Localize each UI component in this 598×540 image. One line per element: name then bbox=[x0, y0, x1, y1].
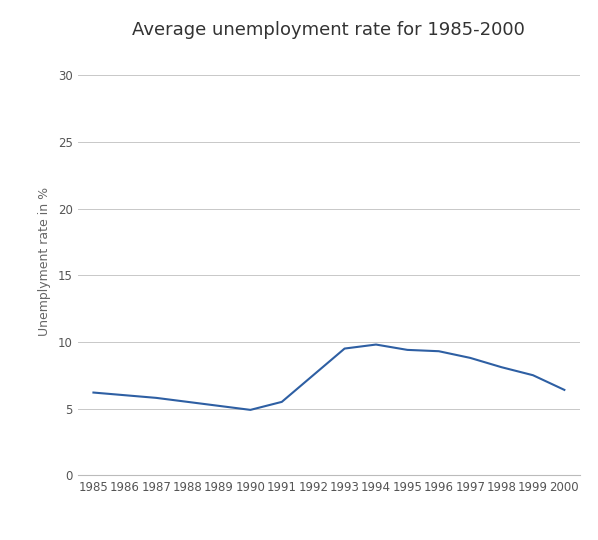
Title: Average unemployment rate for 1985-2000: Average unemployment rate for 1985-2000 bbox=[133, 21, 525, 39]
Y-axis label: Unemplyment rate in %: Unemplyment rate in % bbox=[38, 187, 51, 336]
